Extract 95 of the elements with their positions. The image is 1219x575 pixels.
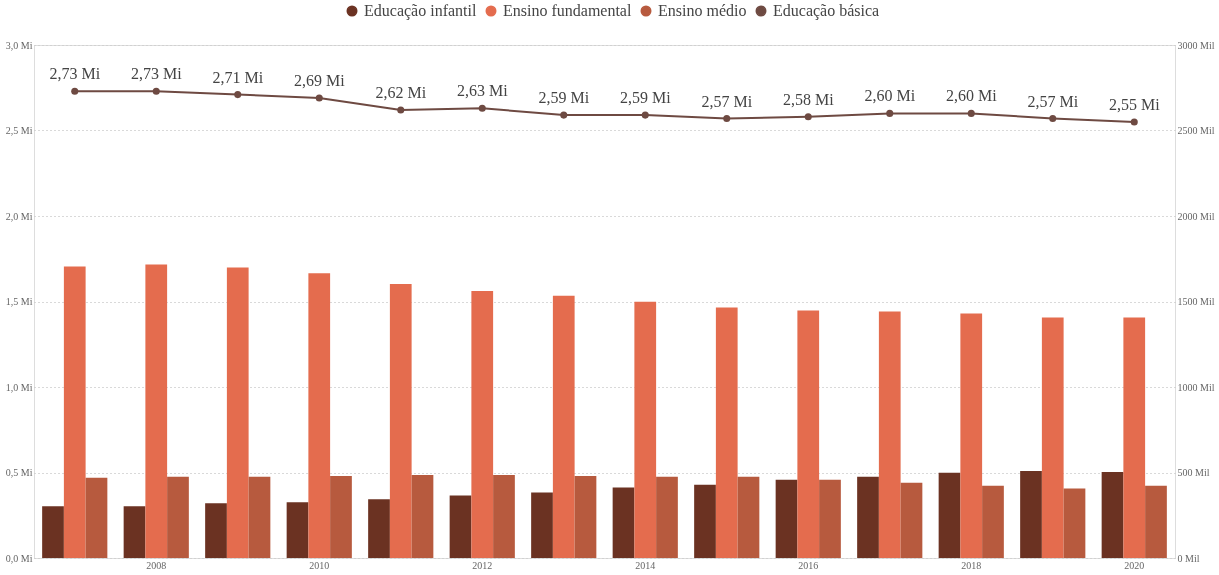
- point: [315, 94, 323, 102]
- bar: [552, 295, 575, 558]
- point: [71, 87, 79, 95]
- bar: [368, 499, 390, 558]
- y-tick-label: 1,5 Mi: [5, 296, 33, 307]
- bar: [85, 477, 108, 558]
- data-label: 2,57 Mi: [1027, 92, 1079, 110]
- point: [723, 115, 731, 123]
- bar: [960, 313, 983, 558]
- bar: [449, 495, 472, 558]
- point: [234, 91, 242, 99]
- bar: [286, 502, 309, 558]
- bar: [63, 266, 86, 558]
- y2-tick-label: 0 Mil: [1177, 552, 1200, 564]
- x-tick-label: 2016: [798, 559, 819, 571]
- bar: [167, 476, 189, 558]
- x-tick-label: 2010: [309, 559, 330, 571]
- bar: [226, 267, 249, 558]
- point: [967, 109, 975, 117]
- bar: [878, 311, 901, 558]
- point: [1130, 118, 1138, 126]
- legend-label: Educação básica: [773, 2, 880, 20]
- bar: [634, 301, 657, 558]
- bar: [656, 476, 678, 558]
- bar: [205, 503, 227, 558]
- bar: [145, 264, 168, 558]
- bar: [775, 479, 798, 558]
- bar: [982, 485, 1004, 558]
- data-label: 2,59 Mi: [538, 89, 590, 107]
- y-tick-label: 1,0 Mi: [5, 381, 33, 393]
- x-tick-label: 2018: [961, 559, 982, 571]
- data-label: 2,73 Mi: [49, 65, 101, 83]
- bar: [715, 307, 738, 558]
- bar: [938, 472, 961, 558]
- bar: [411, 474, 434, 558]
- point: [1049, 115, 1057, 123]
- bar: [737, 476, 760, 558]
- data-label: 2,71 Mi: [212, 68, 264, 86]
- data-label: 2,62 Mi: [375, 83, 427, 101]
- point: [804, 113, 812, 121]
- bar: [1145, 485, 1167, 558]
- bar: [248, 476, 271, 558]
- bar: [857, 476, 879, 558]
- point: [152, 87, 160, 95]
- y2-tick-label: 2500 Mil: [1177, 125, 1215, 136]
- y-tick-label: 0,5 Mi: [5, 467, 33, 478]
- data-label: 2,69 Mi: [293, 72, 346, 90]
- bar: [123, 506, 146, 558]
- x-tick-label: 2014: [635, 559, 656, 571]
- bar: [389, 284, 412, 558]
- x-tick-label: 2020: [1124, 559, 1145, 571]
- bar: [493, 474, 515, 558]
- y-tick-label: 3,0 Mi: [5, 39, 33, 51]
- bar: [612, 487, 635, 558]
- bar: [574, 475, 597, 558]
- bar: [1123, 317, 1146, 558]
- y2-tick-label: 1000 Mil: [1177, 381, 1215, 393]
- point: [560, 111, 568, 119]
- data-label: 2,73 Mi: [130, 65, 183, 83]
- bar: [42, 506, 64, 558]
- y2-tick-label: 2000 Mil: [1177, 210, 1215, 222]
- y-tick-label: 0,0 Mi: [5, 552, 33, 564]
- data-label: 2,55 Mi: [1108, 95, 1161, 113]
- data-label: 2,59 Mi: [619, 89, 672, 107]
- bar: [694, 484, 716, 558]
- point: [397, 106, 405, 114]
- bar: [1101, 471, 1124, 558]
- point: [886, 109, 894, 117]
- bar: [471, 290, 494, 558]
- bar: [1041, 317, 1064, 558]
- bar: [819, 479, 841, 558]
- x-tick-label: 2012: [472, 559, 493, 571]
- legend-label: Ensino médio: [658, 2, 747, 19]
- data-label: 2,58 Mi: [782, 90, 835, 108]
- data-label: 2,60 Mi: [945, 87, 998, 105]
- bar: [1020, 470, 1042, 558]
- bar: [330, 475, 352, 558]
- x-tick-label: 2008: [146, 559, 167, 571]
- bar: [1063, 488, 1086, 558]
- bar: [797, 310, 820, 558]
- bar: [308, 273, 331, 558]
- data-label: 2,57 Mi: [701, 92, 753, 110]
- y2-tick-label: 1500 Mil: [1177, 296, 1215, 307]
- data-label: 2,60 Mi: [864, 87, 916, 105]
- legend-label: Ensino fundamental: [503, 2, 632, 19]
- point: [641, 111, 649, 119]
- y-tick-label: 2,0 Mi: [5, 210, 33, 222]
- y2-tick-label: 3000 Mil: [1177, 39, 1215, 51]
- point: [478, 104, 486, 112]
- bar: [900, 482, 923, 558]
- data-label: 2,63 Mi: [456, 82, 509, 100]
- y2-tick-label: 500 Mil: [1177, 467, 1210, 478]
- bar: [531, 492, 553, 558]
- legend-label: Educação infantil: [364, 2, 477, 20]
- y-tick-label: 2,5 Mi: [5, 125, 33, 136]
